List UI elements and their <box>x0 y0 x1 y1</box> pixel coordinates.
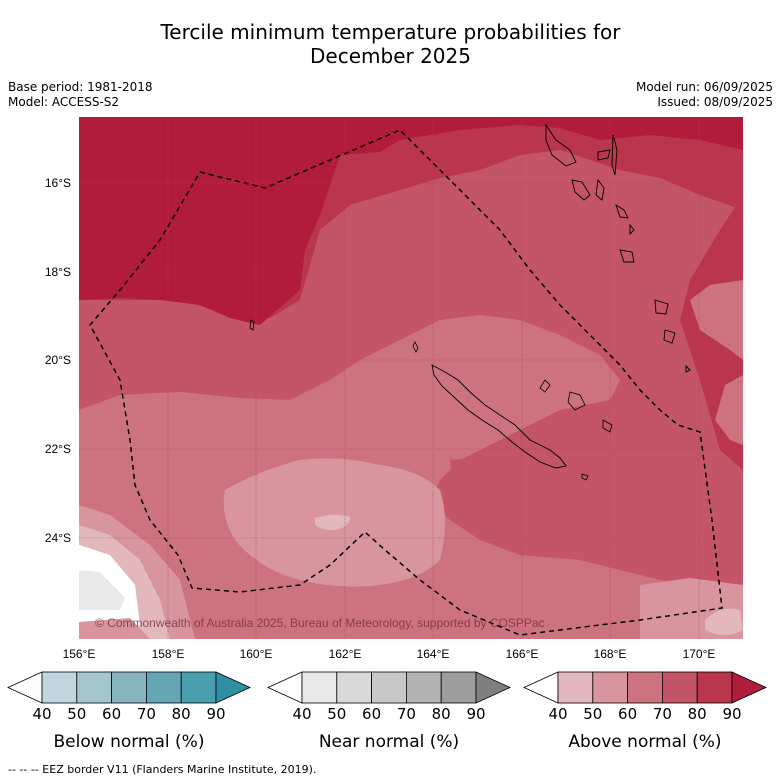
colorbar-above-swatch <box>662 671 698 704</box>
colorbar-near-tick: 70 <box>397 705 416 723</box>
colorbars: 40 50 60 70 80 90 40 50 60 70 80 90 40 50 60 70 80 90 <box>7 671 767 723</box>
lat-label: 22°S <box>45 442 71 456</box>
field-40-50-patch <box>315 514 350 530</box>
lon-label: 162°E <box>329 647 362 661</box>
isle-of-pines <box>581 473 589 481</box>
lon-label: 166°E <box>506 647 539 661</box>
lon-label: 170°E <box>683 647 716 661</box>
colorbar-near-tick: 50 <box>327 705 346 723</box>
colorbar-above-swatch <box>592 671 628 704</box>
colorbar-above-tick: 60 <box>618 705 637 723</box>
colorbar-above-tick: 40 <box>548 705 567 723</box>
lon-labels: 156°E 158°E 160°E 162°E 164°E 166°E 168°… <box>63 647 716 661</box>
colorbar-near-tick: 60 <box>362 705 381 723</box>
field-50-60-sw-edge <box>79 618 150 639</box>
colorbar-above-min-arrow <box>523 671 559 704</box>
colorbar-below-tick: 40 <box>32 705 51 723</box>
colorbar-near-min-arrow <box>267 671 303 704</box>
colorbar-near-swatch <box>336 671 372 704</box>
issued-date: Issued: 08/09/2025 <box>657 95 773 109</box>
colorbar-above-max-arrow <box>731 671 767 704</box>
colorbar-below-tick: 70 <box>137 705 156 723</box>
lat-label: 24°S <box>45 531 71 545</box>
colorbar-above-tick: 50 <box>583 705 602 723</box>
colorbar-below-tick: 60 <box>102 705 121 723</box>
colorbar-above-swatch <box>627 671 663 704</box>
islet <box>249 319 255 331</box>
colorbar-above-tick: 70 <box>653 705 672 723</box>
map-field <box>79 117 743 639</box>
title-line-1: Tercile minimum temperature probabilitie… <box>160 20 621 44</box>
chart-title: Tercile minimum temperature probabilitie… <box>0 20 781 68</box>
colorbar-above-swatch <box>696 671 733 704</box>
colorbar-near-swatch <box>301 671 338 704</box>
colorbar-near-max-arrow <box>475 671 511 704</box>
lat-label: 18°S <box>45 265 71 279</box>
new-caledonia-island <box>431 364 567 469</box>
field-near-normal-core <box>79 570 125 610</box>
graticule <box>79 117 743 639</box>
field-60-70-rightlow <box>715 375 743 445</box>
colorbar-near-swatch <box>440 671 477 704</box>
lat-labels: 16°S 18°S 20°S 22°S 24°S <box>45 176 71 545</box>
lon-label: 158°E <box>152 647 185 661</box>
lon-label: 160°E <box>240 647 273 661</box>
lon-label: 156°E <box>63 647 96 661</box>
colorbar-below-tick: 90 <box>206 705 225 723</box>
colorbar-above-tick: 80 <box>688 705 707 723</box>
vanuatu-islands <box>545 123 691 373</box>
colorbar-label-above: Above normal (%) <box>568 732 722 752</box>
lat-label: 20°S <box>45 353 71 367</box>
colorbar-near-tick: 80 <box>432 705 451 723</box>
colorbar-near-swatch <box>405 671 442 704</box>
loyalty-islands <box>539 379 613 433</box>
colorbar-below-tick: 80 <box>172 705 191 723</box>
lon-label: 164°E <box>417 647 450 661</box>
colorbar-below-swatch <box>76 671 113 704</box>
model-name: Model: ACCESS-S2 <box>8 95 120 109</box>
colorbar-below-max-arrow <box>215 671 251 704</box>
field-40-50-southeast <box>705 608 743 635</box>
meta-right: Model run: 06/09/2025 Issued: 08/09/2025 <box>636 80 773 110</box>
model-run: Model run: 06/09/2025 <box>635 80 773 94</box>
meta-left: Base period: 1981-2018 Model: ACCESS-S2 <box>8 80 153 110</box>
field-70-80-patch <box>335 238 388 256</box>
eez-border <box>89 129 723 636</box>
colorbar-near-swatch <box>371 671 407 704</box>
chesterfield-reef <box>412 341 419 353</box>
colorbar-below-swatch <box>180 671 217 704</box>
lat-label: 16°S <box>45 176 71 190</box>
copyright-note: © Commonwealth of Australia 2025, Bureau… <box>95 616 545 630</box>
colorbar-below-swatch <box>111 671 147 704</box>
footer-legend: -- -- -- EEZ border V11 (Flanders Marine… <box>8 763 317 776</box>
field-90-plus-north <box>79 117 743 325</box>
colorbar-near-tick: 90 <box>466 705 485 723</box>
lon-label: 168°E <box>594 647 627 661</box>
colorbar-below-swatch <box>41 671 78 704</box>
colorbar-near-tick: 40 <box>292 705 311 723</box>
colorbar-below-swatch <box>145 671 182 704</box>
colorbar-above-swatch <box>557 671 594 704</box>
field-70-80-south <box>450 455 590 540</box>
title-line-2: December 2025 <box>310 44 471 68</box>
colorbar-label-below: Below normal (%) <box>53 732 205 752</box>
colorbar-below-tick: 50 <box>67 705 86 723</box>
field-70-80-southeast <box>580 440 743 570</box>
colorbar-above-tick: 90 <box>722 705 741 723</box>
colorbar-below-min-arrow <box>7 671 43 704</box>
field-60-70-right <box>690 280 743 360</box>
base-period: Base period: 1981-2018 <box>8 80 153 94</box>
colorbar-label-near: Near normal (%) <box>318 732 460 752</box>
